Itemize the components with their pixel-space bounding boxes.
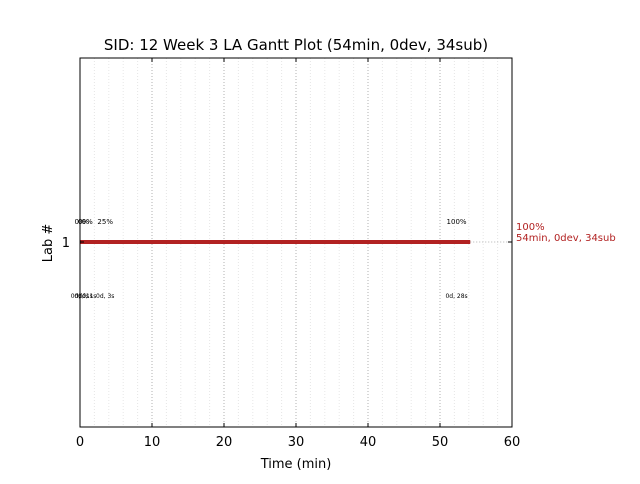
time-marker-label: 0d, 28s — [445, 293, 467, 300]
tick-layer: 0 10 20 30 40 50 60 1 — [62, 58, 521, 450]
x-axis-label: Time (min) — [260, 457, 332, 472]
x-tick-label: 20 — [216, 435, 233, 450]
percent-marker-label: 0% — [78, 218, 89, 226]
x-tick-label: 30 — [288, 435, 305, 450]
bar-end-label: 100%54min, 0dev, 34sub — [516, 222, 616, 244]
x-tick-label: 50 — [432, 435, 449, 450]
end-label-line: 54min, 0dev, 34sub — [516, 233, 616, 244]
percent-marker-label: 25% — [97, 218, 113, 226]
time-marker-label: 0d, 1s — [74, 293, 92, 300]
x-tick-label: 0 — [76, 435, 84, 450]
time-marker-label: 0d, 3s — [96, 293, 114, 300]
y-tick-label: 1 — [62, 236, 70, 251]
percent-marker-label: 100% — [447, 218, 467, 226]
end-label-line: 100% — [516, 222, 545, 233]
percent-marker-label: 0% — [82, 218, 93, 226]
time-marker-label: 0d, 1s — [78, 293, 96, 300]
chart-title: SID: 12 Week 3 LA Gantt Plot (54min, 0de… — [104, 36, 488, 54]
x-tick-label: 60 — [504, 435, 521, 450]
x-tick-label: 10 — [144, 435, 161, 450]
y-axis-label: Lab # — [41, 224, 56, 263]
x-tick-label: 40 — [360, 435, 377, 450]
